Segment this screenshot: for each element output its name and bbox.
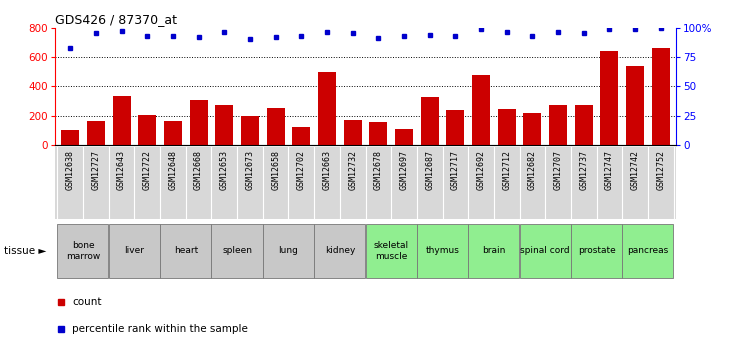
Bar [622,224,673,278]
Text: GSM12653: GSM12653 [220,150,229,190]
Bar [626,66,644,145]
Bar [447,110,464,145]
Text: GSM12658: GSM12658 [271,150,280,190]
Text: GSM12712: GSM12712 [502,150,511,190]
Text: heart: heart [174,246,198,256]
Bar [366,224,417,278]
Bar [417,224,468,278]
Text: percentile rank within the sample: percentile rank within the sample [72,324,248,334]
Bar [395,129,413,145]
Bar [369,122,387,145]
Bar [61,129,79,145]
Bar [468,224,519,278]
Text: prostate: prostate [577,246,616,256]
Text: GSM12673: GSM12673 [246,150,254,190]
Text: thymus: thymus [425,246,460,256]
Text: GSM12697: GSM12697 [400,150,409,190]
Bar [523,114,542,145]
Bar [189,100,208,145]
Bar [263,224,314,278]
Bar [109,224,160,278]
Text: spinal cord: spinal cord [520,246,570,256]
Text: pancreas: pancreas [627,246,669,256]
Text: GSM12692: GSM12692 [477,150,485,190]
Text: GSM12737: GSM12737 [579,150,588,190]
Text: bone
marrow: bone marrow [66,241,100,261]
Bar [652,48,670,145]
Text: liver: liver [124,246,145,256]
Text: GSM12678: GSM12678 [374,150,383,190]
Text: count: count [72,297,102,307]
Bar [113,96,131,145]
Bar [318,71,336,145]
Bar [58,224,108,278]
Text: kidney: kidney [325,246,355,256]
Bar [267,108,284,145]
Bar [421,97,439,145]
Text: GSM12702: GSM12702 [297,150,306,190]
Bar [344,120,362,145]
Text: GSM12727: GSM12727 [91,150,100,190]
Bar [314,224,366,278]
Text: lung: lung [279,246,298,256]
Bar [472,75,490,145]
Bar [211,224,262,278]
Bar [87,121,105,145]
Bar [138,115,156,145]
Bar [600,51,618,145]
Text: GDS426 / 87370_at: GDS426 / 87370_at [55,13,177,27]
Bar [498,109,515,145]
Text: GSM12752: GSM12752 [656,150,665,190]
Text: GSM12682: GSM12682 [528,150,537,190]
Text: spleen: spleen [222,246,252,256]
Text: GSM12742: GSM12742 [631,150,640,190]
Text: brain: brain [482,246,506,256]
Text: GSM12643: GSM12643 [117,150,126,190]
Bar [292,127,310,145]
Text: GSM12687: GSM12687 [425,150,434,190]
Text: GSM12722: GSM12722 [143,150,152,190]
Bar [216,105,233,145]
Text: GSM12638: GSM12638 [66,150,75,190]
Text: GSM12663: GSM12663 [322,150,331,190]
Text: skeletal
muscle: skeletal muscle [374,241,409,261]
Text: GSM12668: GSM12668 [194,150,203,190]
Text: GSM12747: GSM12747 [605,150,614,190]
Bar [160,224,211,278]
Text: tissue ►: tissue ► [4,246,46,256]
Text: GSM12717: GSM12717 [451,150,460,190]
Bar [241,116,259,145]
Text: GSM12707: GSM12707 [553,150,563,190]
Text: GSM12732: GSM12732 [348,150,357,190]
Bar [164,121,182,145]
Bar [520,224,571,278]
Text: GSM12648: GSM12648 [168,150,178,190]
Bar [549,105,567,145]
Bar [575,105,593,145]
Bar [571,224,622,278]
